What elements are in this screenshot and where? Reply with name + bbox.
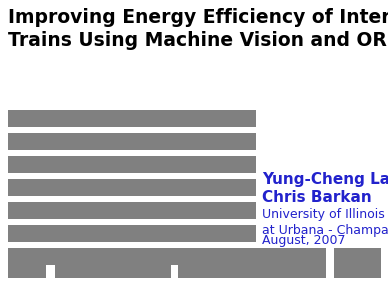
Text: Improving Energy Efficiency of Intermodal
Trains Using Machine Vision and OR Ana: Improving Energy Efficiency of Intermoda… xyxy=(8,8,388,50)
Bar xyxy=(8,225,256,242)
Bar xyxy=(8,179,256,196)
Bar xyxy=(8,110,256,127)
Bar xyxy=(8,156,256,173)
Text: Yung-Cheng Lai
Chris Barkan: Yung-Cheng Lai Chris Barkan xyxy=(262,172,388,205)
Bar xyxy=(8,248,46,278)
Bar xyxy=(8,248,256,265)
Text: University of Illinois
at Urbana - Champaign: University of Illinois at Urbana - Champ… xyxy=(262,208,388,237)
Bar xyxy=(8,133,256,150)
Bar xyxy=(334,248,381,278)
Bar xyxy=(8,202,256,219)
Bar xyxy=(178,248,326,278)
Text: August, 2007: August, 2007 xyxy=(262,234,345,247)
Bar xyxy=(55,248,171,278)
